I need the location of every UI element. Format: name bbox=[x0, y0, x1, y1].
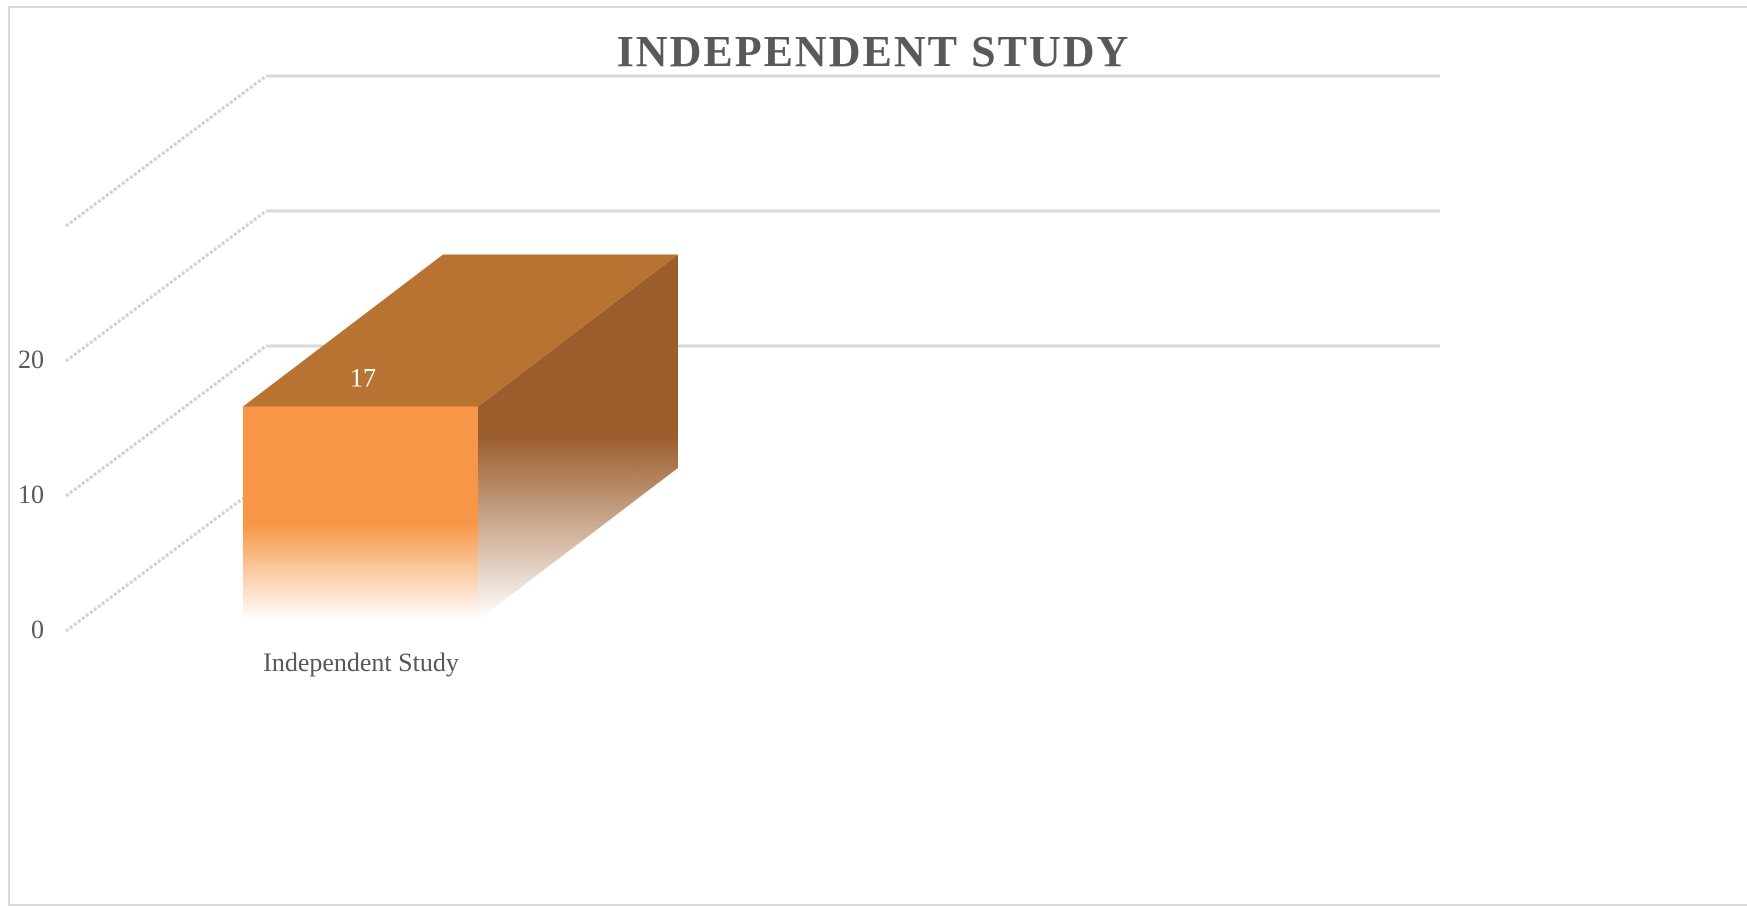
chart-title: INDEPENDENT STUDY bbox=[616, 27, 1131, 76]
side-gridline bbox=[65, 344, 267, 498]
bar-side bbox=[478, 254, 678, 620]
bar-layer bbox=[243, 254, 678, 620]
y-tick-label: 0 bbox=[31, 615, 44, 644]
side-gridline bbox=[65, 479, 267, 633]
bar-front bbox=[243, 406, 478, 620]
data-label: 17 bbox=[350, 364, 376, 393]
y-tick-label: 20 bbox=[18, 345, 44, 374]
label-layer: 0 10 20 17 Independent Study bbox=[18, 345, 459, 677]
side-gridline bbox=[65, 74, 267, 228]
y-tick-label: 10 bbox=[18, 480, 44, 509]
bar-top bbox=[243, 254, 678, 407]
chart-plot: 0 10 20 17 Independent Study bbox=[18, 74, 1440, 677]
side-gridline bbox=[65, 209, 267, 363]
x-category-label: Independent Study bbox=[263, 648, 459, 677]
